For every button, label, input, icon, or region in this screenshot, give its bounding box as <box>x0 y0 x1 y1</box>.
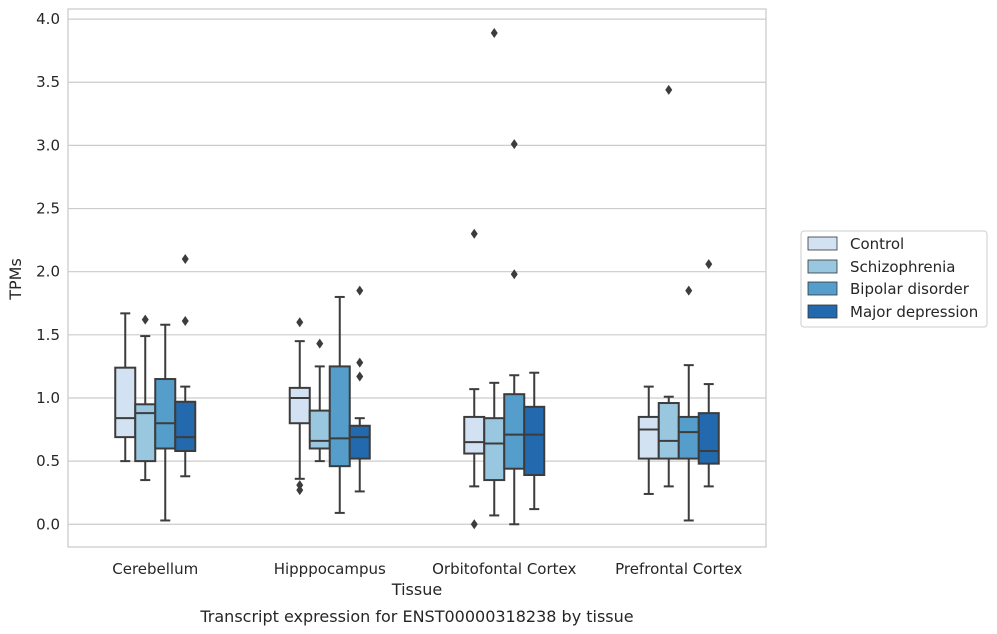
box-control-cerebellum <box>114 312 137 463</box>
outlier-point <box>356 285 364 296</box>
outlier-point <box>141 314 149 325</box>
box-iqr <box>657 402 680 460</box>
outlier-point <box>665 84 673 95</box>
legend-swatch-schizophrenia <box>807 259 838 274</box>
y-tick-labels: 0.0 0.5 1.0 1.5 2.0 2.5 3.0 3.5 4.0 <box>36 10 60 533</box>
box-iqr <box>637 415 660 460</box>
outlier-point <box>316 338 324 349</box>
x-tick-label-orbitofontal-cortex: Orbitofontal Cortex <box>432 560 576 578</box>
box-iqr <box>154 378 177 450</box>
box-iqr <box>174 400 197 453</box>
box-iqr <box>523 405 546 477</box>
box-control-orbitofontal-cortex <box>463 228 486 530</box>
box-major-depression-orbitofontal-cortex <box>523 371 546 511</box>
legend-swatch-major-depression <box>807 304 838 319</box>
figure-caption: Transcript expression for ENST0000031823… <box>199 607 633 626</box>
outlier-point <box>490 27 498 38</box>
box-bipolar-disorder-hipppocampus <box>328 295 351 514</box>
box-major-depression-cerebellum <box>174 254 197 478</box>
box-iqr <box>697 412 720 465</box>
legend-frame <box>800 230 988 328</box>
x-tick-label-hipppocampus: Hipppocampus <box>274 560 386 578</box>
x-tick-labels: Cerebellum Hipppocampus Orbitofontal Corte… <box>112 560 742 578</box>
x-tick-label-cerebellum: Cerebellum <box>112 560 198 578</box>
outlier-point <box>470 519 478 530</box>
outlier-point <box>685 285 693 296</box>
legend-label-control: Control <box>850 235 904 253</box>
outlier-point <box>181 315 189 326</box>
outlier-point <box>181 254 189 265</box>
outlier-point <box>470 228 478 239</box>
box-major-depression-prefrontal-cortex <box>697 259 720 488</box>
outlier-point <box>296 317 304 328</box>
box-control-prefrontal-cortex <box>637 385 660 495</box>
box-bipolar-disorder-cerebellum <box>154 323 177 522</box>
legend-label-schizophrenia: Schizophrenia <box>850 258 955 276</box>
outlier-point <box>356 371 364 382</box>
box-iqr <box>114 366 137 439</box>
box-major-depression-hipppocampus <box>348 285 371 493</box>
box-bipolar-disorder-prefrontal-cortex <box>677 285 700 522</box>
y-tick-label: 2.0 <box>36 263 60 281</box>
y-tick-label: 3.5 <box>36 73 60 91</box>
legend-swatch-bipolar-disorder <box>807 281 838 296</box>
outlier-point <box>705 259 713 270</box>
x-axis-label: Tissue <box>391 580 442 599</box>
y-tick-label: 3.0 <box>36 136 60 154</box>
legend-label-bipolar-disorder: Bipolar disorder <box>850 280 970 298</box>
box-iqr <box>308 409 331 450</box>
y-tick-label: 2.5 <box>36 200 60 218</box>
box-iqr <box>677 415 700 460</box>
outlier-point <box>510 139 518 150</box>
y-tick-label: 1.5 <box>36 326 60 344</box>
box-iqr <box>348 424 371 460</box>
y-tick-label: 0.0 <box>36 515 60 533</box>
box-control-hipppocampus <box>288 317 311 496</box>
outlier-point <box>356 357 364 368</box>
legend: Control Schizophrenia Bipolar disorder M… <box>800 230 988 328</box>
x-tick-label-prefrontal-cortex: Prefrontal Cortex <box>615 560 742 578</box>
outlier-point <box>296 485 304 496</box>
outlier-point <box>296 480 304 491</box>
outlier-point <box>510 269 518 280</box>
box-iqr <box>328 365 351 468</box>
box-bipolar-disorder-orbitofontal-cortex <box>503 139 526 526</box>
y-tick-label: 0.5 <box>36 452 60 470</box>
box-schizophrenia-hipppocampus <box>308 338 331 463</box>
legend-swatch-control <box>807 236 838 251</box>
box-iqr <box>483 417 506 482</box>
box-iqr <box>463 415 486 455</box>
box-iqr <box>503 393 526 470</box>
box-series-layer <box>114 27 720 530</box>
y-axis-label: TPMs <box>6 258 25 301</box>
legend-label-major-depression: Major depression <box>850 303 978 321</box>
box-schizophrenia-cerebellum <box>134 314 157 482</box>
plot-area-frame <box>67 8 767 548</box>
box-iqr <box>288 386 311 425</box>
box-schizophrenia-orbitofontal-cortex <box>483 27 506 517</box>
y-tick-label: 4.0 <box>36 10 60 28</box>
y-tick-label: 1.0 <box>36 389 60 407</box>
